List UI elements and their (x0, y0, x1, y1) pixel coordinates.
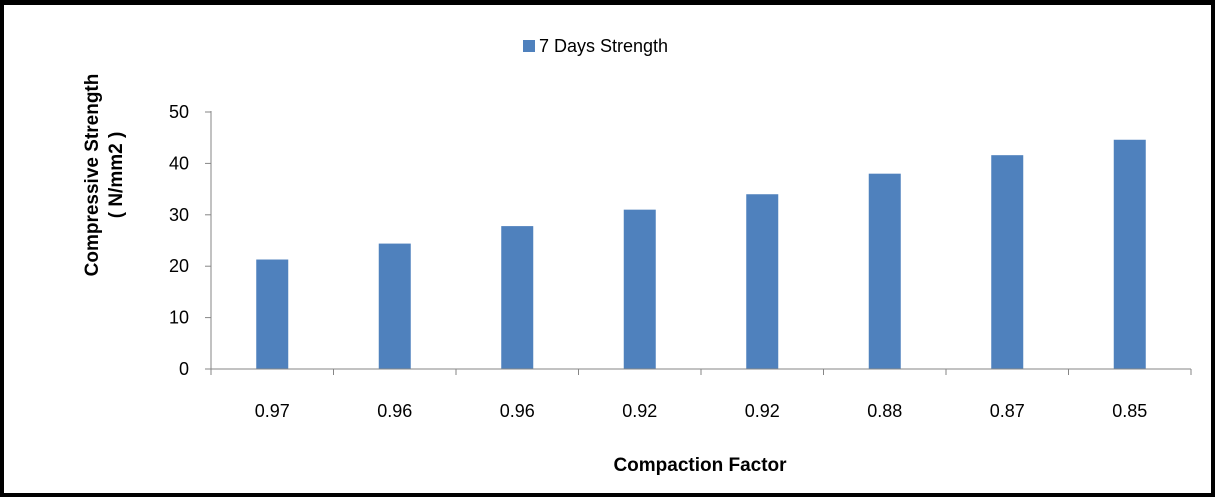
x-tick-label: 0.97 (255, 401, 290, 421)
x-tick-label: 0.96 (500, 401, 535, 421)
x-axis-title: Compaction Factor (613, 455, 787, 476)
y-tick-label: 40 (169, 153, 189, 173)
bar (868, 173, 901, 369)
bar (501, 226, 534, 369)
x-tick-label: 0.96 (377, 401, 412, 421)
x-tick-label: 0.88 (867, 401, 902, 421)
x-tick-label: 0.87 (990, 401, 1025, 421)
y-axis-title-line-1: Compressive Strength (82, 74, 103, 277)
legend-label: 7 Days Strength (539, 36, 668, 56)
bar (991, 155, 1024, 369)
bars (256, 139, 1146, 369)
bar (1113, 139, 1146, 369)
bar (256, 259, 289, 369)
y-axis-title-line-2: ( N/mm2 ) (106, 132, 127, 219)
bar (623, 209, 656, 369)
y-tick-label: 50 (169, 102, 189, 122)
legend-swatch-7-days-strength (523, 40, 535, 52)
y-tick-label: 20 (169, 256, 189, 276)
y-tick-label: 30 (169, 205, 189, 225)
x-tick-label: 0.92 (745, 401, 780, 421)
y-tick-label: 10 (169, 308, 189, 328)
y-axis-title: Compressive Strength ( N/mm2 ) (82, 74, 127, 277)
x-axis: 0.97 0.96 0.96 0.92 0.92 0.88 0.87 0.85 (210, 368, 1192, 421)
bar (746, 194, 779, 369)
x-tick-label: 0.85 (1112, 401, 1147, 421)
x-tick-label: 0.92 (622, 401, 657, 421)
bar (378, 243, 411, 369)
legend: 7 Days Strength (523, 36, 668, 56)
y-tick-label: 0 (179, 359, 189, 379)
y-axis: 0 10 20 30 40 50 (169, 102, 212, 379)
